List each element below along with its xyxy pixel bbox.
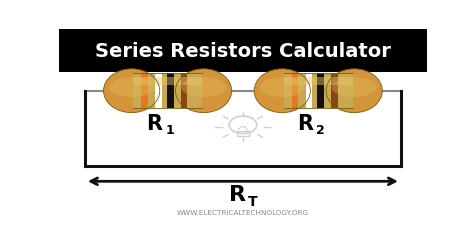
Bar (141, 74, 148, 109)
Bar (237, 131, 249, 136)
Ellipse shape (260, 78, 305, 98)
Bar (283, 74, 353, 109)
Bar (292, 74, 299, 109)
Ellipse shape (326, 70, 383, 113)
Ellipse shape (254, 70, 310, 113)
Ellipse shape (103, 70, 160, 113)
Bar (306, 74, 312, 109)
Bar (133, 74, 202, 109)
Text: $\mathbf{T}$: $\mathbf{T}$ (247, 194, 259, 208)
Bar (155, 74, 162, 109)
Bar (283, 77, 353, 85)
Text: $\mathbf{R}$: $\mathbf{R}$ (146, 113, 164, 133)
Bar (181, 74, 187, 109)
Text: $\mathbf{R}$: $\mathbf{R}$ (228, 184, 246, 204)
Bar (59, 30, 427, 73)
Text: $\mathbf{R}$: $\mathbf{R}$ (297, 113, 314, 133)
Ellipse shape (109, 78, 154, 98)
Bar (283, 74, 353, 109)
Text: Series Resistors Calculator: Series Resistors Calculator (95, 42, 391, 61)
Ellipse shape (332, 78, 377, 98)
Ellipse shape (181, 78, 226, 98)
Ellipse shape (175, 70, 232, 113)
Bar (331, 74, 338, 109)
Text: WWW.ELECTRICALTECHNOLOGY.ORG: WWW.ELECTRICALTECHNOLOGY.ORG (177, 210, 309, 216)
Text: $\mathbf{1}$: $\mathbf{1}$ (164, 124, 174, 137)
Bar (133, 74, 202, 109)
Text: $\mathbf{2}$: $\mathbf{2}$ (315, 124, 325, 137)
Bar (167, 74, 173, 109)
Bar (318, 74, 324, 109)
Bar (133, 77, 202, 85)
